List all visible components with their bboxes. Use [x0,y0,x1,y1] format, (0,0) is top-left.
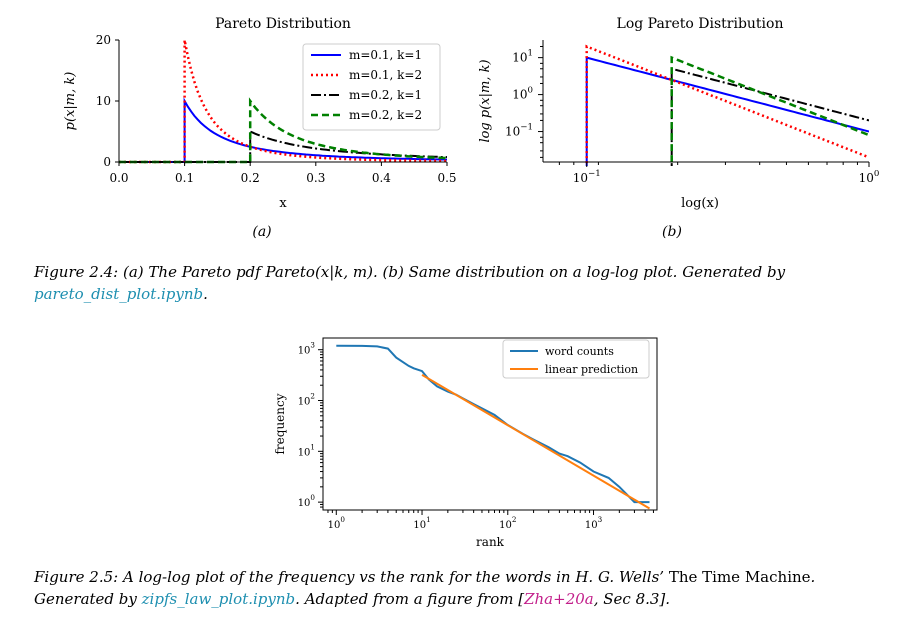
figure-2-5-text4: , Sec 8.3]. [593,590,671,608]
chart-b-series-line-4 [670,55,869,166]
chart-b-x-tick-label: 10−1 [573,169,601,185]
chart-c-x-ticks: 100 101 102 103 [327,510,654,531]
figure-2-5-citation-link[interactable]: Zha+20a [524,590,594,608]
chart-b-x-tick-label: 100 [859,169,880,185]
chart-c-series [336,344,651,510]
chart-b-series [585,44,869,166]
chart-c-x-tick-label: 101 [413,515,430,531]
chart-b-y-tick-label: 10−1 [505,123,533,139]
chart-c-x-tick-label: 102 [499,515,516,531]
chart-a-legend: m=0.1, k=1 m=0.1, k=2 m=0.2, k=1 m=0.2, k=2 [302,43,441,131]
chart-a-y-tick-label: 20 [96,33,111,47]
chart-c-y-tick-label: 101 [298,442,315,458]
chart-b-x-ticks: 10−1 100 [558,162,880,185]
chart-a-series-line-3 [119,129,447,163]
chart-b-sublabel: (b) [662,224,682,240]
chart-a-series [119,40,447,164]
figure-2-5-text2: . Generated by [34,568,816,608]
chart-b-series-line-2 [585,44,869,166]
chart-b-y-tick-label: 100 [512,86,533,102]
chart-a-legend-label: m=0.1, k=1 [349,48,422,62]
chart-c-frame [322,337,658,511]
chart-b-series-line-1 [585,56,869,166]
figure-2-5-label: Figure 2.5: [34,568,119,586]
chart-a-ylabel: p(x|m, k) [63,72,78,131]
chart-a-x-tick-label: 0.3 [306,171,325,185]
figure-2-5-book-title: The Time Machine [668,568,811,586]
figure-2-4-notebook-link[interactable]: pareto_dist_plot.ipynb [34,285,204,303]
figure-2-5-caption: Figure 2.5: A log-log plot of the freque… [34,566,900,610]
figure-2-4-end: . [203,285,208,303]
chart-c-y-tick-label: 100 [298,493,316,509]
chart-a-y-tick-label: 0 [103,155,111,169]
chart-a-title: Pareto Distribution [215,16,351,32]
chart-a-y-tick-label: 10 [96,94,111,108]
chart-c-legend: word counts linear prediction [502,339,650,379]
chart-b-y-tick-label: 101 [512,49,533,65]
chart-a-xlabel: x [279,196,287,211]
chart-c-y-tick-label: 103 [298,341,316,357]
chart-c-x-tick-label: 103 [585,515,603,531]
chart-pareto: Pareto Distribution 0.0 0.1 0.2 0.3 0.4 0.5 0… [63,16,457,240]
chart-b-title: Log Pareto Distribution [617,16,784,32]
chart-a-legend-label: m=0.2, k=2 [349,108,422,122]
chart-c-y-ticks: 100 101 102 103 [298,341,323,509]
chart-a-legend-label: m=0.2, k=1 [349,88,422,102]
chart-log-pareto: Log Pareto Distribution 10−1 100 10110010… [478,16,879,240]
chart-a-sublabel: (a) [252,224,271,240]
chart-c-series-linear-prediction [421,373,651,510]
chart-a-x-tick-label: 0.4 [372,171,391,185]
chart-a-y-ticks: 0 10 20 [96,33,119,169]
chart-c-legend-label: linear prediction [545,363,638,376]
chart-a-series-line-4 [119,97,447,164]
chart-a-x-tick-label: 0.0 [109,171,128,185]
chart-a-x-ticks: 0.0 0.1 0.2 0.3 0.4 0.5 [109,162,457,185]
chart-b-y-ticks: 101 100 10−1 [505,46,543,158]
chart-c-ylabel: frequency [273,393,287,454]
figure-2-5-text3: . Adapted from a figure from [ [295,590,525,608]
chart-b-series-line-3 [670,67,869,166]
chart-a-series-line-1 [119,97,447,163]
chart-zipf: 100 101 102 103 100 101 102 103 rank frequency… [273,337,658,549]
figure-2-4-text: (a) The Pareto pdf Pareto(x|k, m). (b) S… [122,263,786,281]
figure-2-5-notebook-link[interactable]: zipfs_law_plot.ipynb [141,590,296,608]
chart-c-xlabel: rank [476,535,505,549]
chart-b-xlabel: log(x) [681,196,719,211]
chart-c-series-word-counts [336,344,650,504]
chart-a-x-tick-label: 0.5 [437,171,456,185]
figure-2-4-label: Figure 2.4: [34,263,119,281]
chart-a-legend-label: m=0.1, k=2 [349,68,422,82]
chart-c-x-tick-label: 100 [328,515,346,531]
figure-2-5-text: A log-log plot of the frequency vs the r… [122,568,665,586]
chart-a-x-tick-label: 0.1 [175,171,194,185]
chart-c-y-tick-label: 102 [298,392,315,408]
figure-2-4-caption: Figure 2.4: (a) The Pareto pdf Pareto(x|… [34,261,900,305]
chart-c-legend-label: word counts [545,345,614,358]
chart-a-x-tick-label: 0.2 [241,171,260,185]
chart-b-ylabel: log p(x|m, k) [478,59,493,142]
